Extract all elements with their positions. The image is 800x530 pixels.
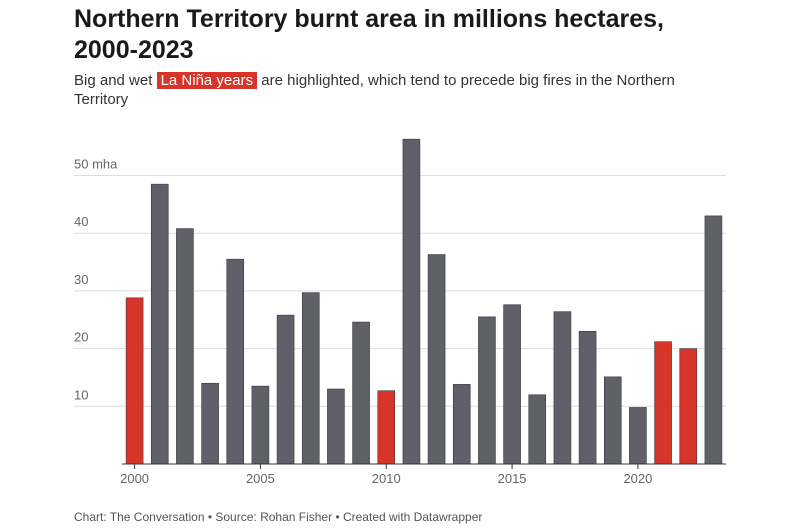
bar-2020: [629, 407, 647, 465]
la-nina-highlight-label: La Niña years: [156, 72, 258, 89]
bar-2001: [150, 183, 169, 465]
subtitle-text-start: Big and wet: [74, 72, 153, 89]
bar-2003: [201, 382, 219, 465]
bar-2000: [125, 297, 144, 465]
bar-2002: [176, 228, 194, 465]
bar-2005: [251, 385, 270, 465]
y-tick-label-50: 50 mha: [74, 157, 118, 172]
x-tick-label-2010: 2010: [372, 471, 401, 486]
bar-2015: [503, 304, 521, 465]
bar-2021: [654, 341, 672, 465]
chart-footer: Chart: The Conversation • Source: Rohan …: [74, 510, 483, 524]
bar-2014: [478, 316, 496, 465]
bar-2016: [528, 394, 547, 465]
x-tick-label-2015: 2015: [498, 471, 527, 486]
bar-2011: [402, 138, 421, 465]
bar-2009: [352, 321, 370, 465]
bar-2022: [679, 348, 698, 465]
x-tick-label-2000: 2000: [120, 471, 149, 486]
y-tick-label-10: 10: [74, 387, 88, 402]
chart-subtitle: Big and wet La Niña years are highlighte…: [74, 71, 714, 109]
subtitle-text-end: are highlighted, which tend to precede b…: [74, 72, 675, 108]
bar-2007: [301, 292, 320, 465]
bar-2023: [704, 215, 723, 465]
bar-2012: [427, 254, 446, 465]
bar-2008: [327, 388, 345, 465]
bar-2006: [276, 314, 295, 465]
y-tick-label-40: 40: [74, 214, 88, 229]
x-tick-label-2020: 2020: [623, 471, 652, 486]
y-tick-label-20: 20: [74, 330, 88, 345]
x-tick-label-2005: 2005: [246, 471, 275, 486]
bar-2010: [377, 390, 396, 465]
bar-2013: [452, 384, 471, 465]
y-tick-label-30: 30: [74, 272, 88, 287]
chart-title: Northern Territory burnt area in million…: [74, 5, 664, 64]
bar-2019: [603, 376, 622, 465]
bar-2004: [226, 258, 245, 465]
bar-2017: [553, 311, 572, 465]
bar-2018: [578, 330, 597, 465]
